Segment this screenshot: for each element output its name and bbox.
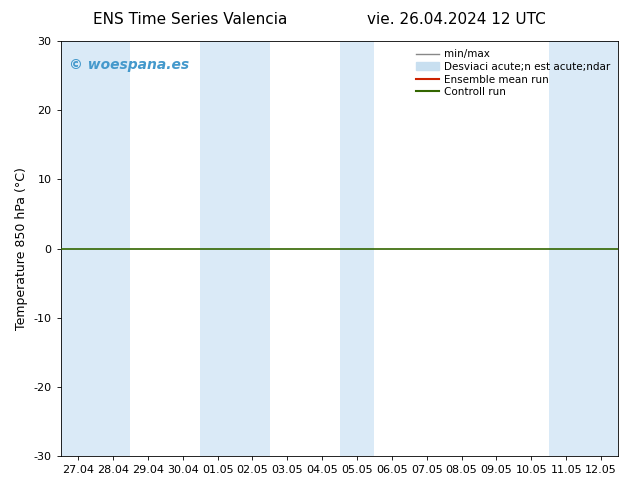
Bar <box>340 41 375 456</box>
Legend: min/max, Desviaci acute;n est acute;ndar, Ensemble mean run, Controll run: min/max, Desviaci acute;n est acute;ndar… <box>413 46 613 100</box>
Text: ENS Time Series Valencia: ENS Time Series Valencia <box>93 12 287 27</box>
Bar <box>200 41 270 456</box>
Text: vie. 26.04.2024 12 UTC: vie. 26.04.2024 12 UTC <box>367 12 546 27</box>
Bar <box>61 41 131 456</box>
Text: © woespana.es: © woespana.es <box>69 58 189 72</box>
Bar <box>549 41 619 456</box>
Y-axis label: Temperature 850 hPa (°C): Temperature 850 hPa (°C) <box>15 167 28 330</box>
